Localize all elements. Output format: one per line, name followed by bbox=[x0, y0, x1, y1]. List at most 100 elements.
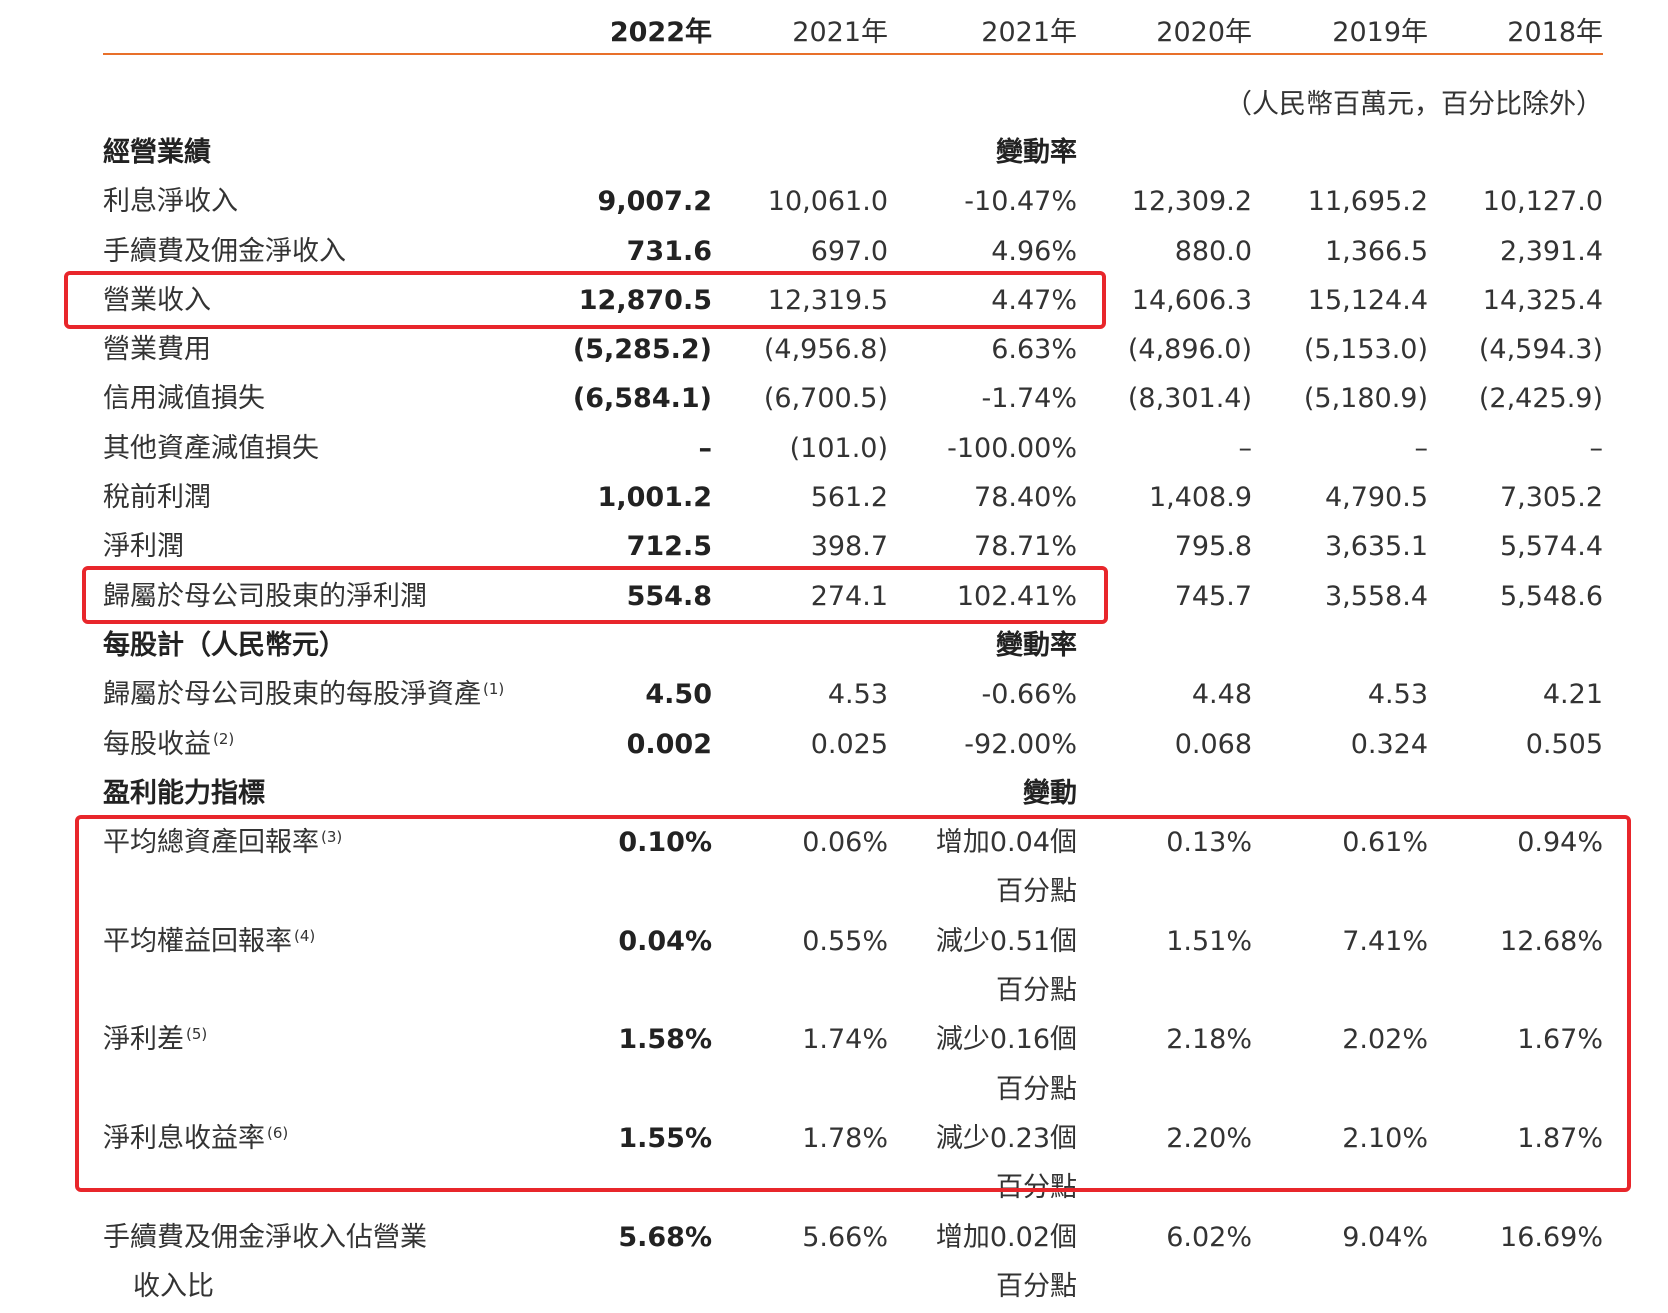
value: 4,790.5 bbox=[1324, 482, 1428, 514]
row-label-cell: 手續費及佣金淨收入佔營業收入比 bbox=[103, 1213, 540, 1312]
value: 4.48 bbox=[1191, 679, 1252, 711]
footnote-ref: (4) bbox=[294, 926, 316, 945]
blank bbox=[1077, 621, 1252, 670]
value-cell: 1.78% bbox=[712, 1114, 888, 1213]
row-label-cell: 營業費用 bbox=[103, 325, 540, 374]
value-cell: 274.1 bbox=[712, 572, 888, 621]
value: -100.00% bbox=[947, 432, 1077, 464]
value-cell: 5.66% bbox=[712, 1213, 888, 1312]
value-cell: 4.53 bbox=[1252, 670, 1428, 719]
value: 697.0 bbox=[810, 235, 888, 267]
value-cell: -1.74% bbox=[888, 374, 1077, 423]
row-label-cell: 其他資產減值損失 bbox=[103, 424, 540, 473]
section-title: 盈利能力指標 bbox=[103, 777, 265, 809]
value-cell: – bbox=[1077, 424, 1253, 473]
value: 0.04% bbox=[618, 925, 712, 957]
value-cell: 2,391.4 bbox=[1428, 227, 1603, 276]
footnote-ref: (5) bbox=[186, 1025, 208, 1044]
value: 增加0.04個百分點 bbox=[935, 827, 1077, 908]
value: 78.40% bbox=[974, 482, 1077, 514]
row-label: 淨利差 (5) bbox=[103, 1015, 433, 1064]
value-cell: 0.13% bbox=[1077, 818, 1252, 917]
blank bbox=[1077, 128, 1252, 177]
value: 15,124.4 bbox=[1307, 284, 1428, 316]
row-label: 歸屬於母公司股東的每股淨資產 (1) bbox=[103, 670, 540, 719]
value-cell: 16.69% bbox=[1428, 1213, 1603, 1312]
value: 減少0.51個百分點 bbox=[935, 925, 1077, 1007]
value-cell: 2.20% bbox=[1077, 1114, 1252, 1213]
value-cell: (5,153.0) bbox=[1252, 325, 1428, 374]
value-cell: 0.10% bbox=[540, 818, 712, 917]
value-cell: (6,584.1) bbox=[540, 374, 712, 423]
value-cell: 0.068 bbox=[1077, 720, 1252, 769]
row-label-cell: 手續費及佣金淨收入 bbox=[103, 227, 540, 276]
value: 9.04% bbox=[1342, 1221, 1428, 1253]
value-cell: 增加0.02個百分點 bbox=[888, 1213, 1077, 1312]
value-cell: 10,061.0 bbox=[712, 177, 888, 226]
value: 增加0.02個百分點 bbox=[935, 1221, 1077, 1302]
value: 1,366.5 bbox=[1324, 235, 1428, 267]
blank bbox=[712, 769, 888, 818]
value-cell: 4.48 bbox=[1077, 670, 1252, 719]
value: 731.6 bbox=[626, 235, 712, 267]
value: -92.00% bbox=[964, 728, 1077, 760]
value: – bbox=[1414, 432, 1429, 464]
label-text: 營業費用 bbox=[103, 334, 211, 366]
column-header: 2021年 bbox=[981, 17, 1077, 48]
value: 1.78% bbox=[802, 1122, 888, 1154]
value-cell: (4,956.8) bbox=[712, 325, 888, 374]
value-cell: 697.0 bbox=[712, 227, 888, 276]
value-cell: (8,301.4) bbox=[1077, 374, 1252, 423]
value-cell: 561.2 bbox=[712, 473, 888, 522]
value: -0.66% bbox=[981, 679, 1077, 711]
value: 4.53 bbox=[827, 679, 888, 711]
label-text: 利息淨收入 bbox=[103, 186, 238, 218]
value-cell: 102.41% bbox=[888, 572, 1077, 621]
value: 16.69% bbox=[1500, 1221, 1603, 1253]
value-cell: 9.04% bbox=[1252, 1213, 1428, 1312]
value-cell: 5,574.4 bbox=[1428, 522, 1603, 571]
value: 0.06% bbox=[802, 827, 888, 859]
value-cell: 1,001.2 bbox=[540, 473, 712, 522]
value: 0.55% bbox=[802, 925, 888, 957]
value: 5,574.4 bbox=[1499, 531, 1603, 563]
value-cell: 78.71% bbox=[888, 522, 1077, 571]
value: (2,425.9) bbox=[1478, 383, 1603, 415]
value: 減少0.16個百分點 bbox=[935, 1024, 1077, 1105]
label-text: 淨利差 bbox=[103, 1024, 184, 1056]
value-cell: 5.68% bbox=[540, 1213, 712, 1312]
row-label-cell: 平均權益回報率 (4) bbox=[103, 917, 540, 1016]
value: 102.41% bbox=[956, 580, 1077, 612]
value-cell: (5,285.2) bbox=[540, 325, 712, 374]
value-cell: (2,425.9) bbox=[1428, 374, 1603, 423]
label-text: 歸屬於母公司股東的淨利潤 bbox=[103, 580, 427, 612]
value-cell: 795.8 bbox=[1077, 522, 1252, 571]
value-cell: 15,124.4 bbox=[1252, 276, 1428, 325]
value-cell: (4,896.0) bbox=[1077, 325, 1252, 374]
value: 880.0 bbox=[1174, 235, 1252, 267]
row-label: 淨利潤 bbox=[103, 522, 540, 571]
value-cell: 0.94% bbox=[1428, 818, 1603, 917]
row-label: 每股收益 (2) bbox=[103, 720, 540, 769]
value: 0.025 bbox=[810, 728, 888, 760]
value-cell: 0.06% bbox=[712, 818, 888, 917]
value: – bbox=[698, 432, 713, 464]
row-label-cell: 淨利差 (5) bbox=[103, 1015, 540, 1114]
row-label-cell: 利息淨收入 bbox=[103, 177, 540, 226]
value: 12.68% bbox=[1500, 925, 1603, 957]
value: 4.96% bbox=[991, 235, 1077, 267]
label-text: 手續費及佣金淨收入佔營業收入比 bbox=[103, 1221, 427, 1302]
row-label: 手續費及佣金淨收入 bbox=[103, 227, 540, 276]
value: 274.1 bbox=[810, 580, 888, 612]
blank bbox=[540, 128, 712, 177]
value-cell: 0.505 bbox=[1428, 720, 1603, 769]
value-cell: 4.96% bbox=[888, 227, 1077, 276]
column-header: 2021年 bbox=[792, 17, 888, 48]
blank bbox=[1428, 621, 1603, 670]
value: 2.02% bbox=[1342, 1024, 1428, 1056]
footnote-ref: (2) bbox=[213, 729, 235, 748]
value: 554.8 bbox=[626, 580, 712, 612]
value: 0.10% bbox=[618, 827, 712, 859]
row-label: 稅前利潤 bbox=[103, 473, 540, 522]
